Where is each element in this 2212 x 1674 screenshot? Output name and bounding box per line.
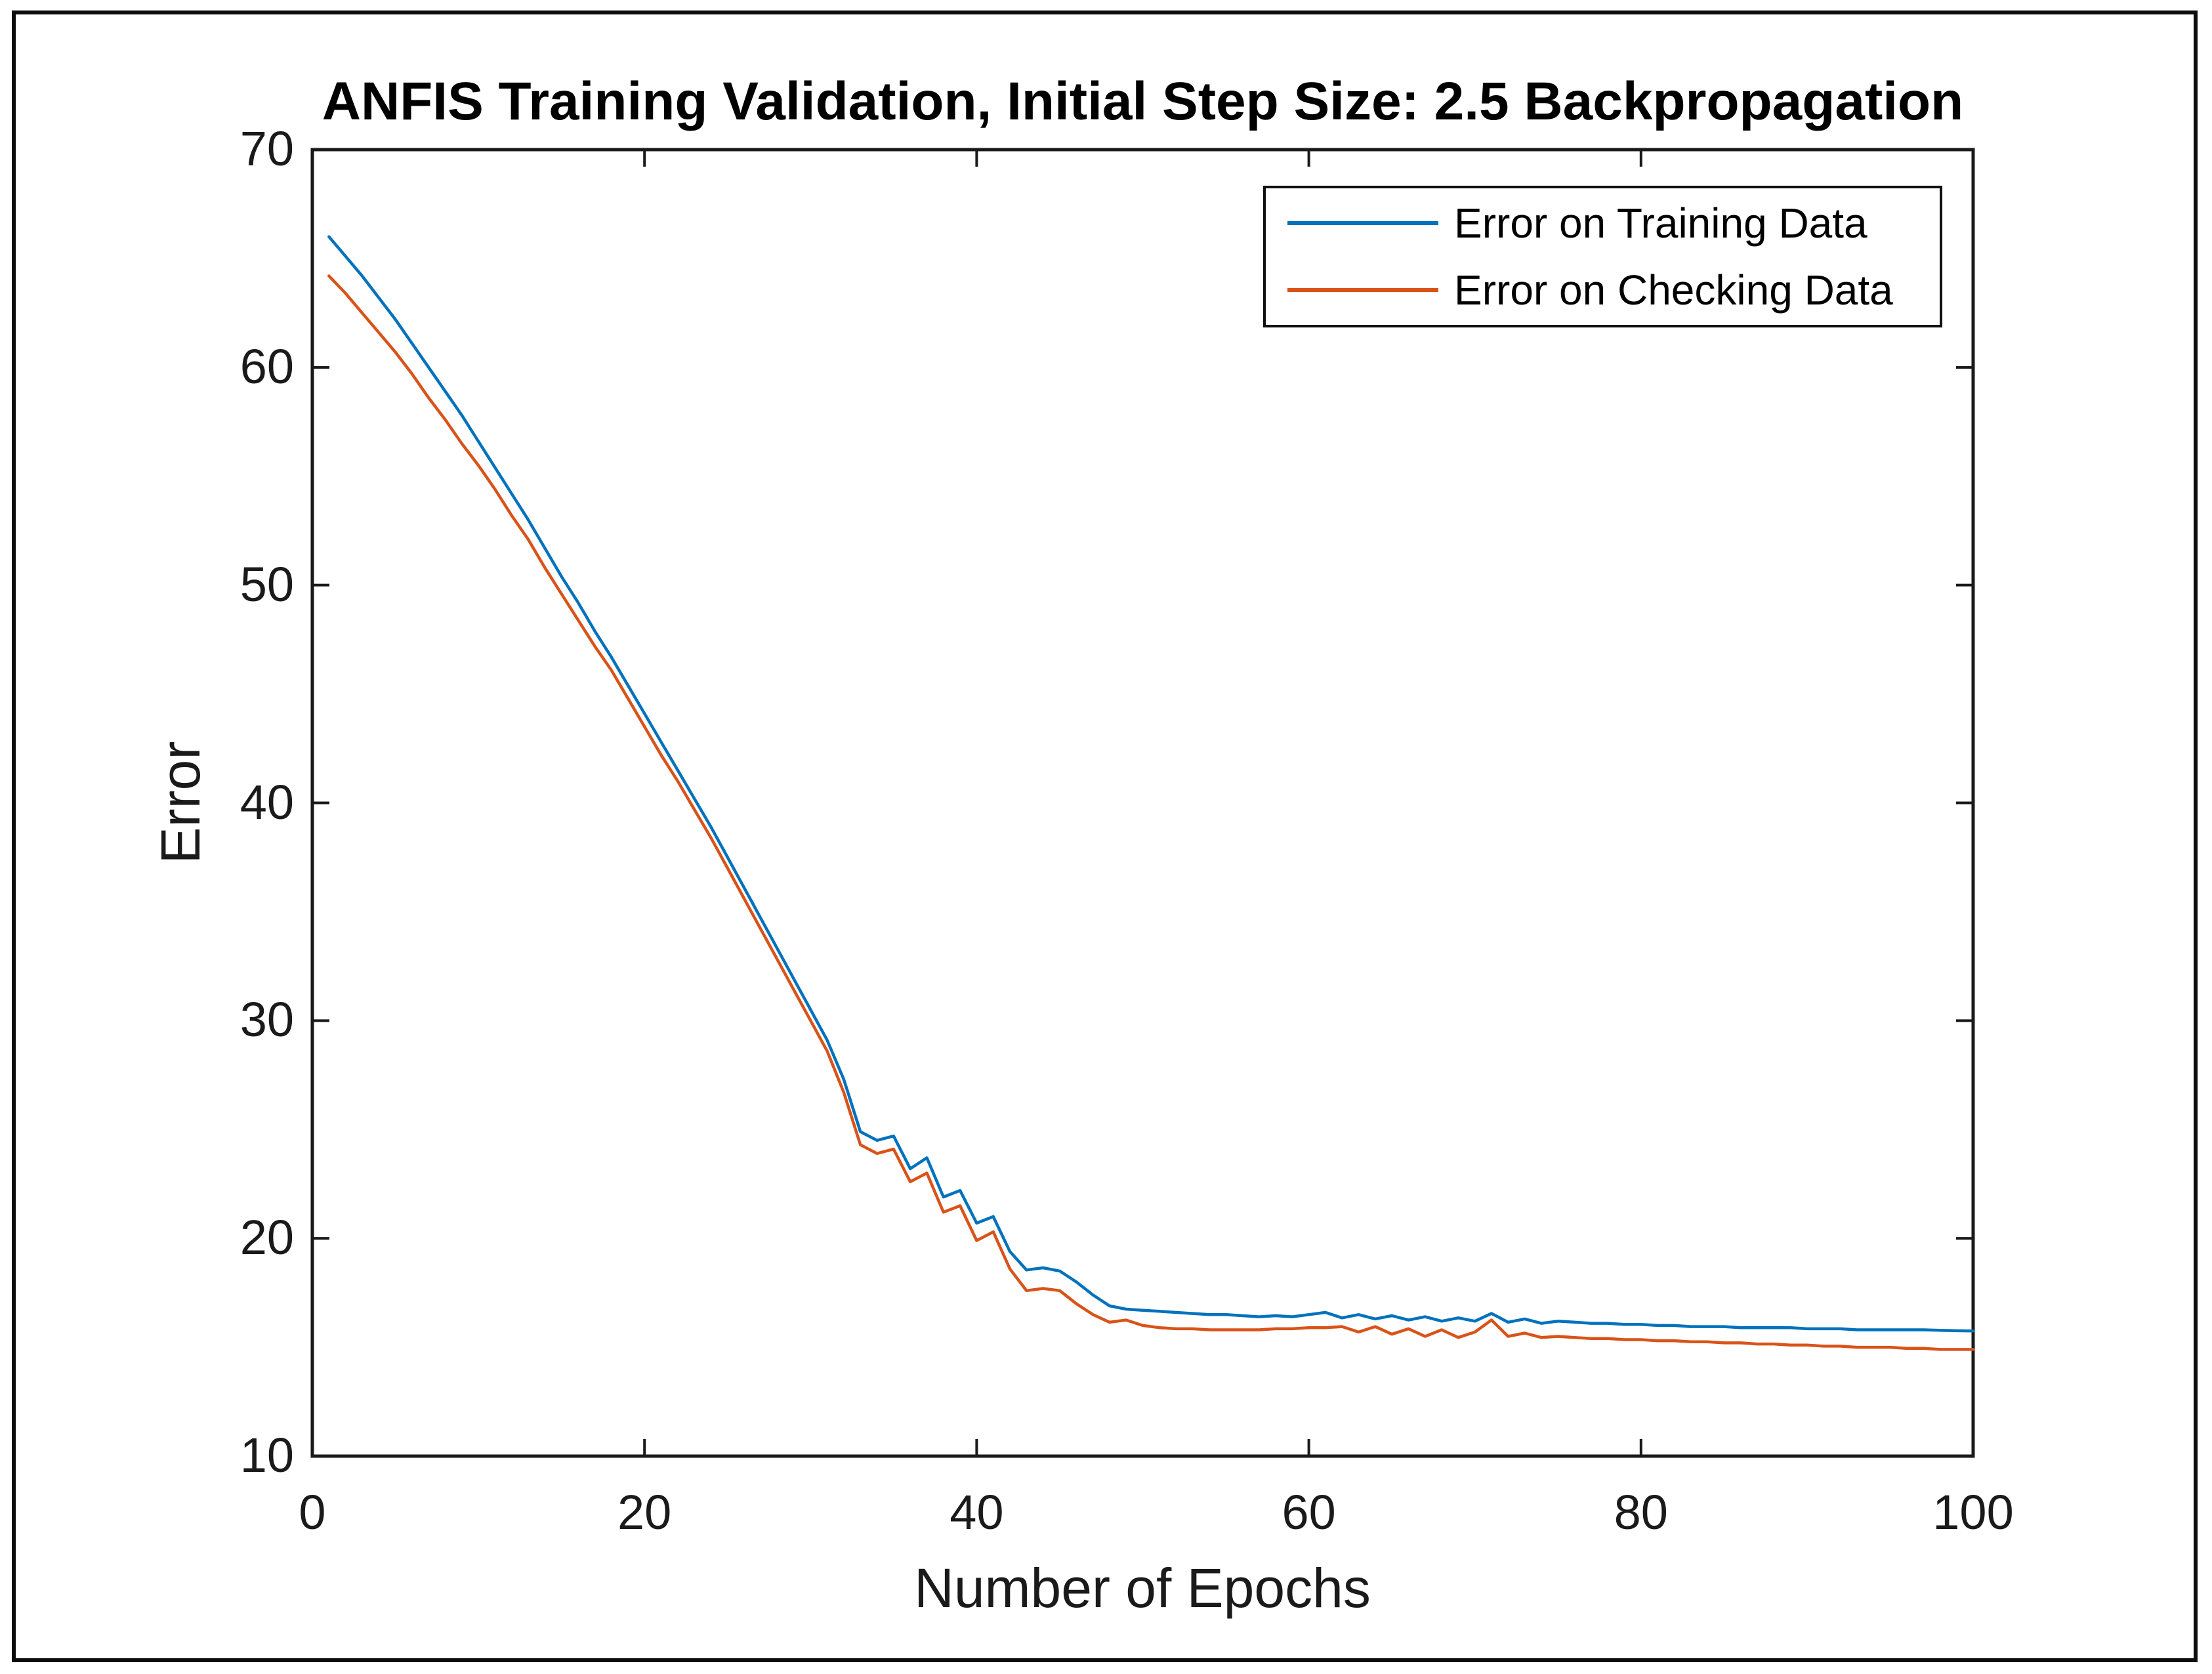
y-tick-label: 70 xyxy=(240,121,294,176)
legend-label-checking: Error on Checking Data xyxy=(1454,266,1893,314)
y-tick-label: 40 xyxy=(240,774,294,829)
x-tick-label: 100 xyxy=(1932,1485,2014,1539)
legend-item-training: Error on Training Data xyxy=(1266,192,1940,255)
legend-label-training: Error on Training Data xyxy=(1454,199,1868,247)
y-tick-label: 10 xyxy=(240,1428,294,1482)
checking-line-swatch xyxy=(1287,287,1438,292)
y-tick-label: 20 xyxy=(240,1210,294,1265)
y-tick-label: 50 xyxy=(240,556,294,612)
y-tick-label: 30 xyxy=(240,992,294,1047)
legend-item-checking: Error on Checking Data xyxy=(1266,259,1940,322)
chart-title: ANFIS Training Validation, Initial Step … xyxy=(322,72,1964,131)
x-tick-label: 0 xyxy=(299,1485,326,1539)
checking-data-line xyxy=(327,274,1975,1351)
x-axis-label: Number of Epochs xyxy=(914,1557,1371,1619)
x-tick-label: 60 xyxy=(1282,1485,1336,1539)
x-tick-label: 40 xyxy=(949,1485,1004,1539)
figure-border xyxy=(12,10,2198,1662)
axes-box xyxy=(310,148,1975,1458)
x-tick-label: 80 xyxy=(1614,1485,1668,1539)
y-tick-label: 60 xyxy=(240,339,294,394)
x-tick-label: 20 xyxy=(617,1485,672,1539)
training-line-swatch xyxy=(1287,221,1438,226)
legend: Error on Training Data Error on Checking… xyxy=(1263,186,1942,327)
training-data-line xyxy=(327,235,1975,1333)
